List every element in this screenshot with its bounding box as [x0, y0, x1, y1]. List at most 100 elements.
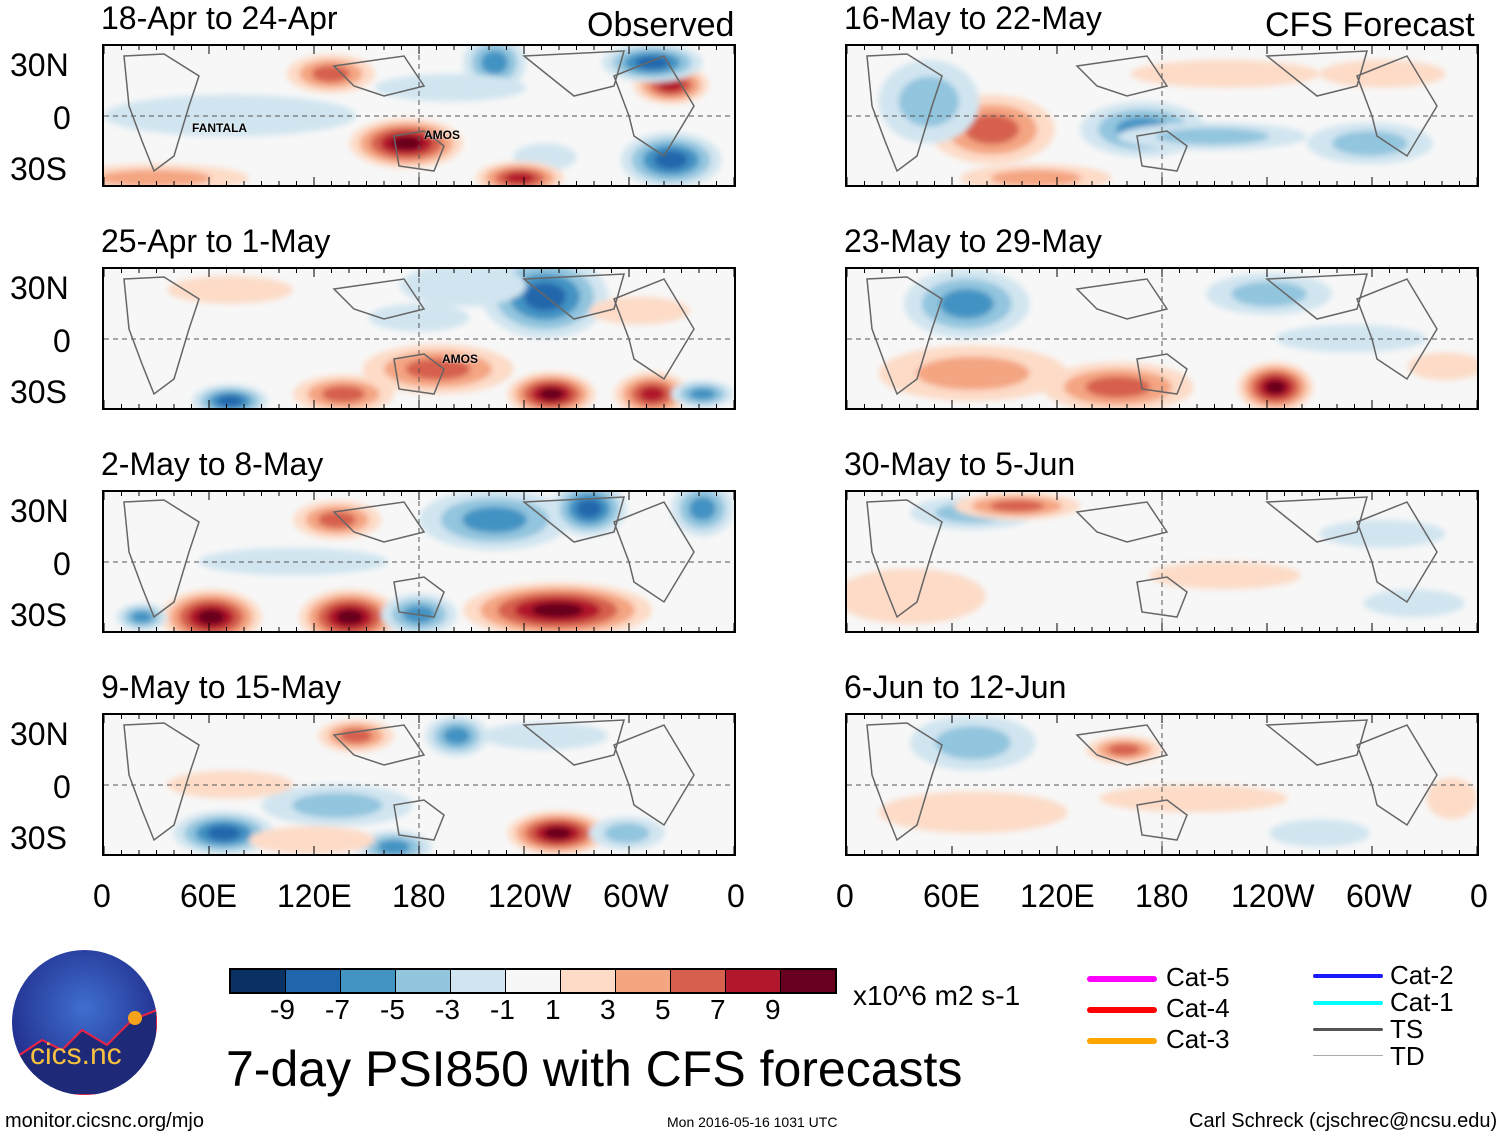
colorbar-swatch — [231, 970, 286, 992]
anomaly-contour — [1332, 130, 1408, 156]
footer-url[interactable]: monitor.cicsnc.org/mjo — [5, 1110, 204, 1132]
logo-text: cics.nc — [30, 1038, 122, 1071]
anomaly-contour — [374, 73, 527, 102]
observed-label: Observed — [587, 6, 735, 44]
lat-label: 30S — [10, 374, 67, 410]
anomaly-contour — [635, 56, 669, 70]
anomaly-contour — [462, 506, 527, 533]
anomaly-contour — [482, 721, 608, 750]
forecast-label: CFS Forecast — [1265, 6, 1475, 44]
lon-label: 120E — [1020, 878, 1095, 914]
anomaly-contour — [390, 136, 422, 151]
colorbar-swatch — [561, 970, 616, 992]
track-line-cat-5 — [1087, 976, 1157, 982]
colorbar-swatch — [726, 970, 781, 992]
track-label: Cat-3 — [1166, 1024, 1230, 1054]
map-panel-forecast-1 — [845, 267, 1479, 410]
anomaly-contour — [689, 496, 716, 521]
map-panel-observed-1: AMOS — [102, 267, 736, 410]
panel-title: 25-Apr to 1-May — [101, 223, 331, 259]
panel-title: 2-May to 8-May — [101, 446, 324, 482]
lat-label: 30S — [10, 820, 67, 856]
anomaly-contour — [318, 511, 356, 529]
lat-label: 0 — [53, 100, 71, 136]
anomaly-contour — [377, 839, 410, 854]
map-panel-forecast-3 — [845, 713, 1479, 856]
lat-label: 30N — [10, 270, 69, 306]
anomaly-contour — [131, 611, 153, 624]
anomaly-contour — [1099, 784, 1288, 813]
anomaly-contour — [291, 792, 383, 818]
colorbar-tick: 1 — [545, 994, 561, 1025]
anomaly-contour — [576, 499, 602, 518]
lon-label: 0 — [1470, 878, 1488, 914]
colorbar-tick: 7 — [710, 994, 726, 1025]
anomaly-contour — [1149, 561, 1301, 590]
anomaly-contour — [1269, 819, 1370, 848]
colorbar-tick: -3 — [435, 994, 460, 1025]
colorbar-swatch — [341, 970, 396, 992]
anomaly-contour — [1155, 128, 1270, 145]
anomaly-contour — [589, 296, 690, 325]
anomaly-contour — [1265, 380, 1286, 394]
lon-label: 120E — [277, 878, 352, 914]
panel-title: 16-May to 22-May — [844, 0, 1102, 36]
track-line-td — [1313, 1055, 1383, 1056]
colorbar-units: x10^6 m2 s-1 — [853, 980, 1021, 1011]
lon-label: 120W — [488, 878, 572, 914]
lat-label: 30S — [10, 151, 67, 187]
anomaly-contour — [604, 823, 650, 844]
colorbar-swatch — [506, 970, 561, 992]
track-label: TD — [1390, 1041, 1425, 1071]
anomaly-contour — [481, 50, 509, 75]
track-label: Cat-4 — [1166, 993, 1230, 1023]
track-line-cat-2 — [1313, 974, 1383, 978]
storm-label: AMOS — [424, 128, 460, 142]
track-label: Cat-1 — [1390, 987, 1454, 1017]
anomaly-contour — [878, 791, 1068, 834]
coastlines — [866, 273, 1438, 396]
panel-title: 23-May to 29-May — [844, 223, 1102, 259]
map-panel-observed-0: FANTALA AMOS — [102, 44, 736, 187]
anomaly-contour — [639, 386, 665, 402]
anomaly-contour — [1407, 352, 1477, 381]
coastlines — [123, 719, 695, 842]
colorbar-tick: 3 — [600, 994, 616, 1025]
anomaly-contour — [990, 499, 1045, 512]
lon-label: 60E — [923, 878, 980, 914]
anomaly-contour — [1363, 589, 1465, 618]
map-panel-forecast-2 — [845, 490, 1479, 633]
coastlines — [123, 496, 695, 619]
lat-label: 0 — [53, 546, 71, 582]
anomaly-contour — [443, 726, 471, 745]
anomaly-contour — [167, 275, 293, 304]
lon-label: 0 — [727, 878, 745, 914]
colorbar-swatch — [451, 970, 506, 992]
colorbar-tick: -9 — [270, 994, 295, 1025]
anomaly-contour — [539, 388, 564, 401]
anomaly-contour — [531, 602, 584, 618]
anomaly-contour — [1319, 59, 1446, 88]
coastlines — [123, 273, 695, 396]
anomaly-contour — [847, 568, 986, 625]
anomaly-contour — [321, 385, 365, 403]
cics-logo: cics.nc — [12, 950, 157, 1095]
panel-title: 9-May to 15-May — [101, 669, 342, 705]
lat-label: 30N — [10, 493, 69, 529]
coastlines — [123, 50, 695, 173]
anomaly-contour — [248, 826, 375, 854]
coastlines — [866, 50, 1438, 173]
anomaly-contour — [505, 172, 535, 184]
coastlines — [866, 496, 1438, 619]
lat-label: 30S — [10, 597, 67, 633]
anomaly-contour — [964, 114, 1019, 145]
anomaly-contour — [217, 395, 243, 407]
anomaly-contour — [524, 282, 566, 311]
colorbar-swatch — [671, 970, 726, 992]
colorbar-swatch — [286, 970, 341, 992]
anomaly-contour — [990, 169, 1082, 185]
storm-label: FANTALA — [192, 121, 248, 135]
anomaly-contour — [939, 288, 994, 319]
track-label: TS — [1390, 1014, 1424, 1044]
anomaly-contour — [1108, 743, 1141, 756]
